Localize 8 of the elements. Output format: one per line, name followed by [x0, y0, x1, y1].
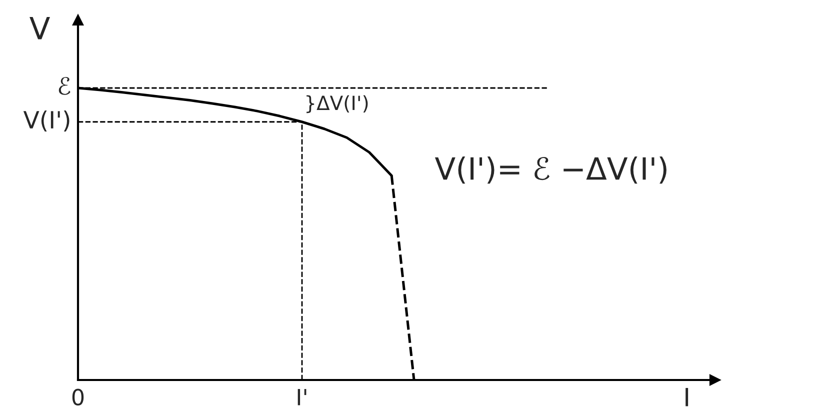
ref-line-label: V(I') [23, 110, 70, 132]
x-tick-label: 0 [72, 388, 84, 406]
text: I [686, 388, 688, 406]
text: V(I')= ℰ −ΔV(I') [434, 156, 666, 184]
annotation: }ΔV(I') [306, 95, 368, 114]
y-axis-title: V [30, 16, 50, 40]
x-tick-label: I' [298, 389, 306, 406]
ref-line-label: ℰ [58, 76, 70, 95]
